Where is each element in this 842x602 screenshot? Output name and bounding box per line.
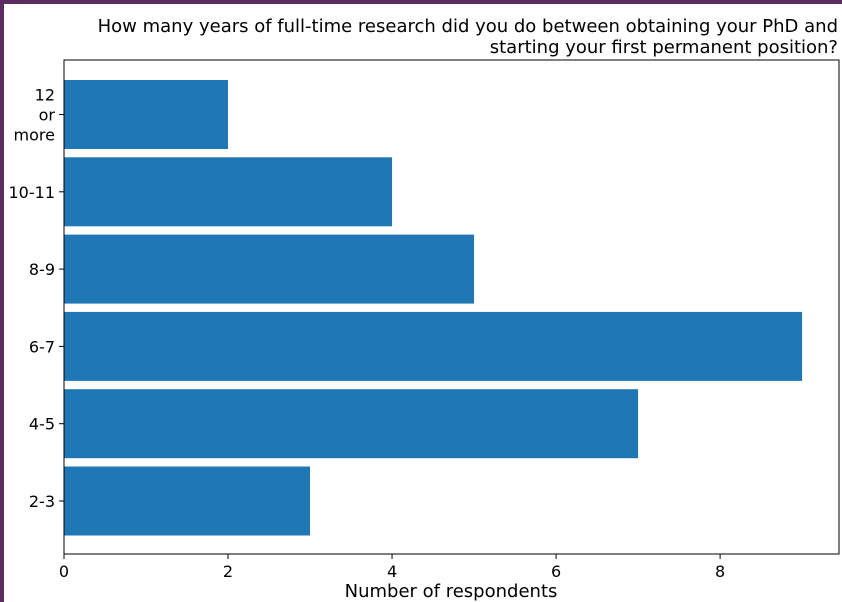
chart-title-line-1: How many years of full-time research did… bbox=[98, 16, 838, 37]
y-tick-label: 8-9 bbox=[29, 260, 55, 279]
x-tick-label: 4 bbox=[387, 562, 397, 581]
x-axis-title: Number of respondents bbox=[345, 581, 558, 602]
chart-title-line-2: starting your first permanent position? bbox=[490, 37, 838, 58]
y-tick-label: 6-7 bbox=[29, 337, 55, 356]
bar-8-9 bbox=[64, 234, 475, 304]
bar-4-5 bbox=[64, 389, 639, 459]
bar-12-or-more bbox=[64, 80, 229, 149]
bar-2-3 bbox=[64, 466, 311, 536]
plot-area-frame bbox=[63, 59, 840, 555]
x-tick-label: 8 bbox=[715, 562, 725, 581]
window-frame-top bbox=[0, 0, 842, 4]
x-tick-label: 0 bbox=[59, 562, 69, 581]
y-tick-label: 10-11 bbox=[9, 183, 56, 202]
y-tick-label: 2-3 bbox=[29, 492, 55, 511]
x-tick-label: 2 bbox=[223, 562, 233, 581]
y-tick-label: 12 or more bbox=[14, 86, 56, 145]
x-tick-label: 6 bbox=[551, 562, 561, 581]
window-frame-left bbox=[0, 0, 4, 602]
y-tick-label: 4-5 bbox=[29, 415, 55, 434]
bar-10-11 bbox=[64, 157, 393, 227]
bar-6-7 bbox=[64, 311, 803, 381]
